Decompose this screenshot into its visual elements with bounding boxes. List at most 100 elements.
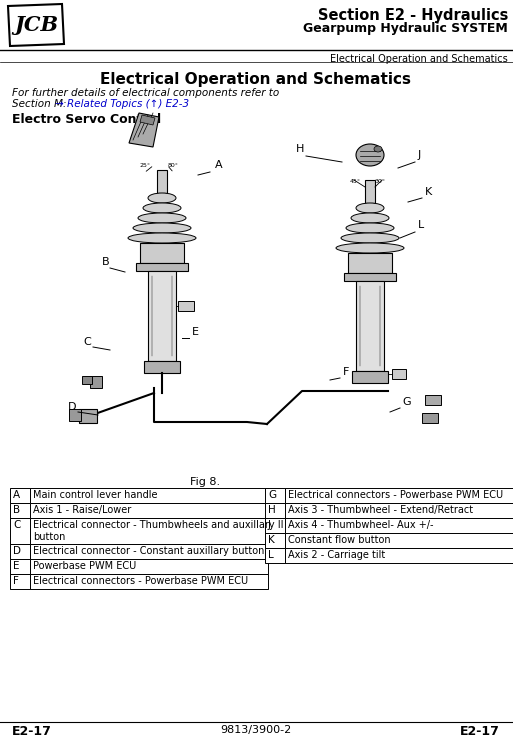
Bar	[265, 488, 285, 503]
Bar	[178, 301, 194, 311]
Text: E: E	[192, 327, 199, 337]
Text: H: H	[296, 144, 304, 154]
Text: D: D	[68, 402, 76, 412]
Text: 9813/3900-2: 9813/3900-2	[221, 725, 291, 735]
Text: C: C	[83, 337, 91, 347]
Bar	[285, 533, 513, 548]
Ellipse shape	[133, 223, 191, 233]
Text: H: H	[268, 505, 276, 515]
Text: G: G	[268, 490, 276, 500]
Bar	[348, 253, 392, 273]
Ellipse shape	[128, 233, 196, 243]
Text: B: B	[102, 257, 110, 267]
Ellipse shape	[346, 223, 394, 233]
Bar	[365, 180, 375, 203]
Bar	[30, 503, 268, 518]
Text: E2-17: E2-17	[12, 725, 52, 738]
Text: Axis 3 - Thumbwheel - Extend/Retract: Axis 3 - Thumbwheel - Extend/Retract	[288, 505, 473, 515]
Bar	[10, 544, 30, 559]
Bar	[30, 574, 268, 589]
Polygon shape	[129, 113, 159, 147]
Text: J: J	[268, 520, 271, 530]
Ellipse shape	[341, 233, 399, 243]
Text: Gearpump Hydraulic SYSTEM: Gearpump Hydraulic SYSTEM	[303, 22, 508, 35]
Text: button: button	[33, 532, 65, 542]
Bar	[10, 559, 30, 574]
Text: L: L	[268, 550, 274, 560]
Bar	[30, 544, 268, 559]
Polygon shape	[8, 4, 64, 46]
Bar	[82, 376, 92, 384]
Bar	[79, 409, 97, 423]
Bar	[30, 559, 268, 574]
Bar	[140, 243, 184, 263]
Ellipse shape	[356, 144, 384, 166]
Text: 45°: 45°	[350, 179, 361, 184]
Bar	[148, 271, 176, 361]
Text: Electrical Operation and Schematics: Electrical Operation and Schematics	[330, 54, 508, 64]
Bar	[392, 369, 406, 379]
Bar	[344, 273, 396, 281]
Bar	[30, 518, 268, 544]
Text: 80°: 80°	[168, 163, 179, 168]
Bar	[10, 574, 30, 589]
Text: Electrical connectors - Powerbase PWM ECU: Electrical connectors - Powerbase PWM EC…	[288, 490, 503, 500]
Text: 30°: 30°	[375, 179, 386, 184]
Text: Axis 2 - Carriage tilt: Axis 2 - Carriage tilt	[288, 550, 385, 560]
Text: A: A	[215, 160, 223, 170]
Text: Electrical Operation and Schematics: Electrical Operation and Schematics	[101, 72, 411, 87]
Bar	[352, 371, 388, 383]
Text: Main control lever handle: Main control lever handle	[33, 490, 157, 500]
Ellipse shape	[356, 203, 384, 213]
Text: Axis 1 - Raise/Lower: Axis 1 - Raise/Lower	[33, 505, 131, 515]
Bar	[265, 548, 285, 563]
Ellipse shape	[351, 213, 389, 223]
Text: B: B	[13, 505, 20, 515]
Bar	[144, 361, 180, 373]
Text: D: D	[13, 546, 21, 556]
Text: Electrical connectors - Powerbase PWM ECU: Electrical connectors - Powerbase PWM EC…	[33, 576, 248, 586]
Bar	[30, 488, 268, 503]
Polygon shape	[140, 115, 155, 125]
Ellipse shape	[336, 243, 404, 253]
Ellipse shape	[138, 213, 186, 223]
Text: K: K	[425, 187, 432, 197]
Bar	[10, 503, 30, 518]
Text: E2-17: E2-17	[460, 725, 500, 738]
Bar	[157, 170, 167, 193]
Bar	[285, 503, 513, 518]
Bar	[422, 413, 438, 423]
Ellipse shape	[374, 146, 382, 152]
Text: Axis 4 - Thumbwheel- Aux +/-: Axis 4 - Thumbwheel- Aux +/-	[288, 520, 433, 530]
Bar	[265, 518, 285, 533]
Text: Fig 8.: Fig 8.	[190, 477, 220, 487]
Ellipse shape	[143, 203, 181, 213]
Bar	[10, 488, 30, 503]
Text: F: F	[343, 367, 349, 377]
Bar	[69, 409, 81, 421]
Text: Electro Servo Control: Electro Servo Control	[12, 113, 161, 126]
Text: JCB: JCB	[14, 15, 58, 35]
Bar	[90, 376, 102, 388]
Text: → Related Topics (↑) E2-3: → Related Topics (↑) E2-3	[55, 99, 189, 109]
Bar	[265, 503, 285, 518]
Bar	[10, 518, 30, 544]
Text: A: A	[13, 490, 20, 500]
Text: K: K	[268, 535, 275, 545]
Text: F: F	[13, 576, 19, 586]
Bar	[425, 395, 441, 405]
Text: Section M:: Section M:	[12, 99, 70, 109]
Bar	[356, 281, 384, 371]
Text: Constant flow button: Constant flow button	[288, 535, 390, 545]
Text: Electrical connector - Constant auxillary button: Electrical connector - Constant auxillar…	[33, 546, 264, 556]
Text: E: E	[13, 561, 19, 571]
Text: L: L	[418, 220, 424, 230]
Text: G: G	[402, 397, 410, 407]
Ellipse shape	[148, 193, 176, 203]
Bar	[285, 518, 513, 533]
Bar	[265, 533, 285, 548]
Text: Electrical connector - Thumbwheels and auxillary II: Electrical connector - Thumbwheels and a…	[33, 520, 284, 530]
Bar	[285, 488, 513, 503]
Bar	[136, 263, 188, 271]
Text: C: C	[13, 520, 21, 530]
